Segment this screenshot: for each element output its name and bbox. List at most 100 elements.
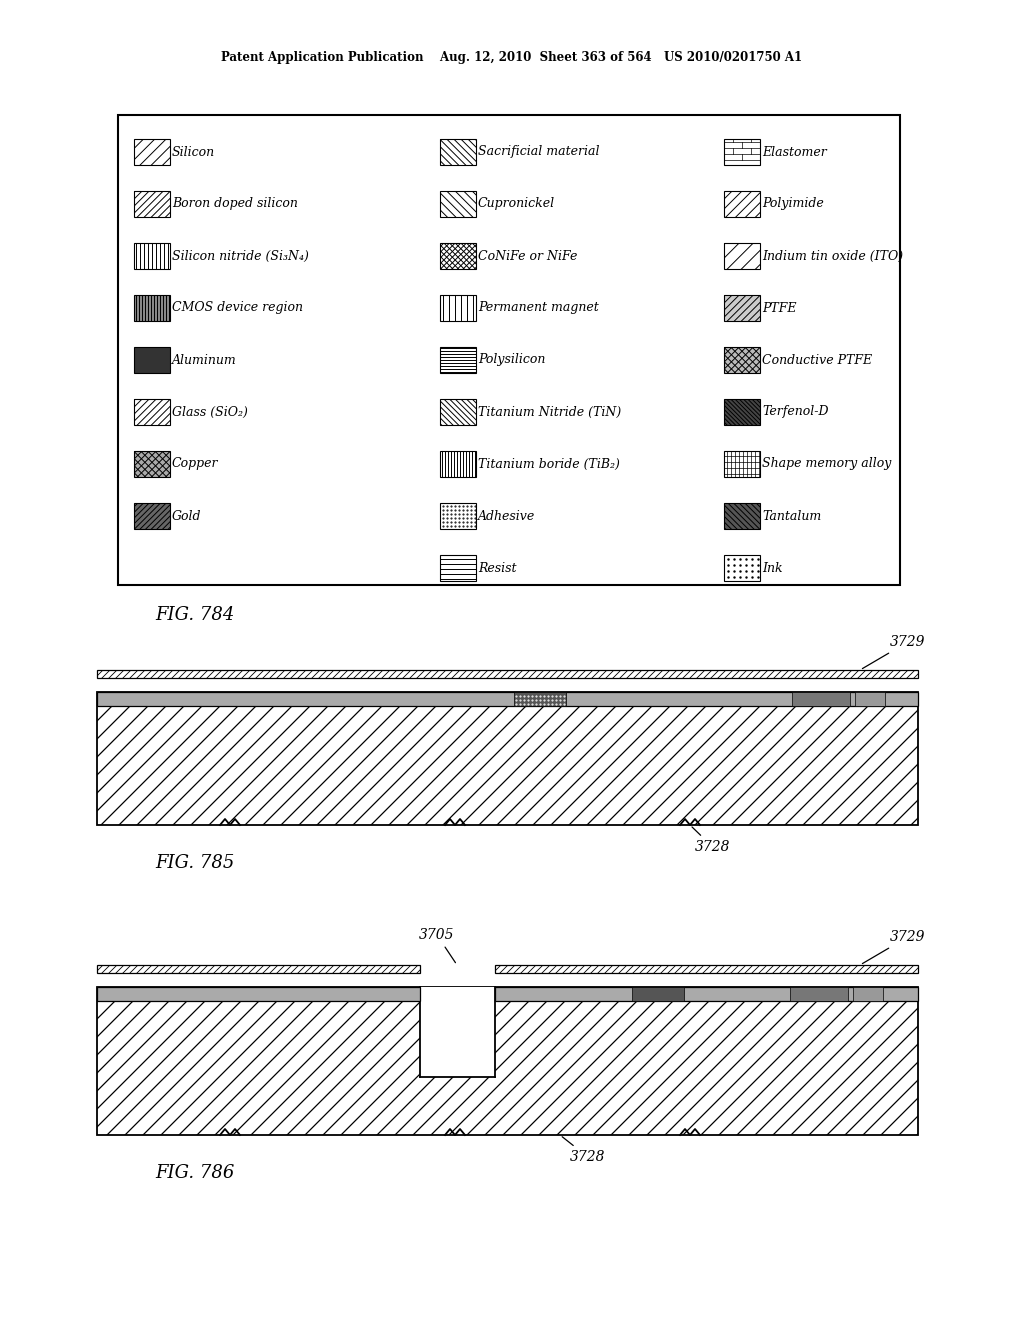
Bar [118, 115, 900, 585]
Bar [440, 243, 476, 269]
Text: Gold: Gold [172, 510, 202, 523]
Text: Tantalum: Tantalum [762, 510, 821, 523]
Bar [724, 191, 760, 216]
Bar [632, 987, 684, 1001]
Text: 3728: 3728 [692, 826, 730, 854]
Bar [724, 191, 760, 216]
Bar [724, 347, 760, 374]
Bar [853, 987, 883, 1001]
Bar [440, 503, 476, 529]
Text: FIG. 784: FIG. 784 [155, 606, 234, 624]
Text: FIG. 785: FIG. 785 [155, 854, 234, 873]
Bar [440, 139, 476, 165]
Bar [97, 671, 918, 678]
Text: 3729: 3729 [862, 635, 926, 669]
Bar [134, 347, 170, 374]
Bar [440, 451, 476, 477]
Text: Polyimide: Polyimide [762, 198, 823, 210]
Bar [420, 987, 495, 1077]
Bar [855, 692, 885, 706]
Bar [97, 987, 918, 1135]
Bar [724, 139, 760, 165]
Bar [134, 243, 170, 269]
Bar [97, 692, 918, 825]
Text: Terfenol-D: Terfenol-D [762, 405, 828, 418]
Bar [134, 191, 170, 216]
Bar [724, 554, 760, 581]
Text: Permanent magnet: Permanent magnet [478, 301, 599, 314]
Bar [724, 399, 760, 425]
Text: CoNiFe or NiFe: CoNiFe or NiFe [478, 249, 578, 263]
Bar [724, 243, 760, 269]
Text: Shape memory alloy: Shape memory alloy [762, 458, 891, 470]
Text: Indium tin oxide (ITO): Indium tin oxide (ITO) [762, 249, 903, 263]
Bar [440, 554, 476, 581]
Bar [134, 451, 170, 477]
Text: Ink: Ink [762, 561, 782, 574]
Bar [440, 243, 476, 269]
Bar [440, 347, 476, 374]
Text: Patent Application Publication    Aug. 12, 2010  Sheet 363 of 564   US 2010/0201: Patent Application Publication Aug. 12, … [221, 51, 803, 65]
Bar [514, 692, 566, 706]
Bar [440, 191, 476, 216]
Text: PTFE: PTFE [762, 301, 797, 314]
Bar [134, 503, 170, 529]
Bar [495, 965, 918, 973]
Text: Polysilicon: Polysilicon [478, 354, 546, 367]
Text: Sacrificial material: Sacrificial material [478, 145, 599, 158]
Bar [440, 294, 476, 321]
Bar [440, 191, 476, 216]
Bar [97, 965, 420, 973]
Text: Elastomer: Elastomer [762, 145, 826, 158]
Text: Aluminum: Aluminum [172, 354, 237, 367]
Bar [724, 399, 760, 425]
Bar [440, 347, 476, 374]
Bar [724, 503, 760, 529]
Text: 3728: 3728 [562, 1137, 605, 1164]
Bar [440, 294, 476, 321]
Bar [724, 139, 760, 165]
Bar [790, 987, 848, 1001]
Text: Silicon: Silicon [172, 145, 215, 158]
Bar [440, 399, 476, 425]
Text: Titanium Nitride (TiN): Titanium Nitride (TiN) [478, 405, 622, 418]
Bar [134, 399, 170, 425]
Bar [724, 294, 760, 321]
Bar [134, 503, 170, 529]
Bar [97, 671, 918, 678]
Text: Titanium boride (TiB₂): Titanium boride (TiB₂) [478, 458, 620, 470]
Bar [440, 139, 476, 165]
Text: CMOS device region: CMOS device region [172, 301, 303, 314]
Text: Resist: Resist [478, 561, 516, 574]
Bar [97, 987, 420, 1001]
Bar [134, 139, 170, 165]
Bar [514, 692, 566, 706]
Bar [440, 451, 476, 477]
Bar [724, 294, 760, 321]
Bar [724, 554, 760, 581]
Text: 3705: 3705 [419, 928, 456, 962]
Bar [724, 347, 760, 374]
Bar [134, 294, 170, 321]
Bar [134, 243, 170, 269]
Bar [724, 451, 760, 477]
Bar [97, 987, 918, 1135]
Bar [134, 139, 170, 165]
Bar [134, 451, 170, 477]
Text: FIG. 786: FIG. 786 [155, 1164, 234, 1181]
Text: Conductive PTFE: Conductive PTFE [762, 354, 872, 367]
Text: Copper: Copper [172, 458, 218, 470]
Bar [97, 692, 918, 706]
Text: Boron doped silicon: Boron doped silicon [172, 198, 298, 210]
Text: Adhesive: Adhesive [478, 510, 536, 523]
Bar [97, 692, 918, 825]
Bar [792, 692, 850, 706]
Bar [440, 399, 476, 425]
Bar [134, 191, 170, 216]
Bar [724, 451, 760, 477]
Bar [97, 965, 420, 973]
Text: Silicon nitride (Si₃N₄): Silicon nitride (Si₃N₄) [172, 249, 309, 263]
Bar [495, 965, 918, 973]
Bar [134, 399, 170, 425]
Bar [134, 294, 170, 321]
